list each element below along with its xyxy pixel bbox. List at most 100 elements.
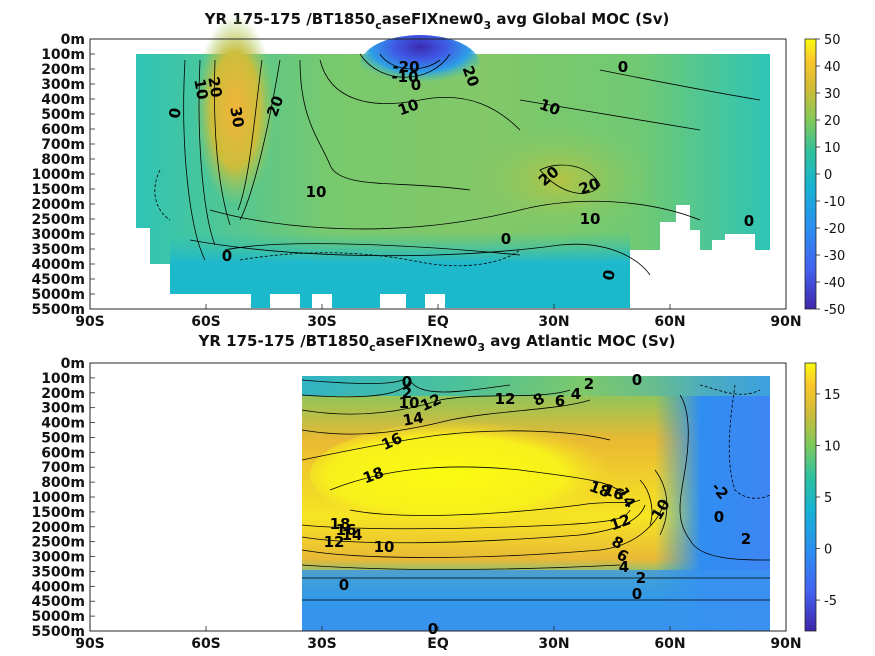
x-tick-label: 60N [654, 314, 685, 330]
global-moc-panel: YR 175-175 /BT1850caseFIXnew03 avg Globa… [31, 10, 845, 330]
contour-label: 0 [402, 373, 412, 391]
contour-label: 30 [226, 105, 247, 129]
y-tick-label: 5500m [31, 302, 85, 318]
y-tick-label: 2500m [31, 535, 85, 551]
contour-label: 4 [619, 558, 629, 576]
contour-label: 10 [399, 394, 420, 412]
global-colorbar: 50 40 30 20 10 0 -10 -20 -30 -40 -50 [804, 33, 845, 318]
colorbar-tick-label: -5 [824, 594, 837, 609]
x-tick-label: EQ [427, 636, 449, 652]
y-tick-label: 3500m [31, 564, 85, 580]
contour-label: 0 [428, 620, 438, 638]
global-y-axis-ticks: 0m100m200m300m400m500m600m700m800m1000m1… [31, 32, 95, 318]
contour-label: 0 [744, 212, 754, 230]
x-tick-label: 90S [75, 636, 105, 652]
atlantic-plot-area: 0 2 10 12 14 16 18 12 8 6 4 2 0 18 16 14… [89, 362, 787, 638]
contour-label: 0 [411, 76, 421, 94]
atlantic-colorbar: 15 10 5 0 -5 [804, 362, 841, 632]
chart-title: YR 175-175 /BT1850caseFIXnew03 avg Atlan… [198, 332, 676, 354]
colorbar-tick-label: -30 [824, 249, 845, 264]
y-tick-label: 800m [41, 152, 85, 168]
y-tick-label: 0m [61, 356, 85, 372]
contour-label: 2 [636, 569, 646, 587]
colorbar-tick-label: 30 [824, 87, 841, 102]
x-tick-label: 90S [75, 314, 105, 330]
atlantic-moc-panel: YR 175-175 /BT1850caseFIXnew03 avg Atlan… [31, 332, 840, 652]
contour-label: 0 [714, 508, 724, 526]
chart-title: YR 175-175 /BT1850caseFIXnew03 avg Globa… [204, 10, 670, 32]
contour-label: 6 [555, 392, 565, 410]
contour-label: 14 [401, 408, 425, 429]
colorbar-tick-label: 5 [824, 491, 832, 506]
y-tick-label: 1500m [31, 182, 85, 198]
contour-label: 4 [571, 385, 581, 403]
x-tick-label: EQ [427, 314, 449, 330]
contour-label: 2 [584, 375, 594, 393]
x-tick-label: 30S [307, 636, 337, 652]
contour-label: 10 [306, 183, 327, 201]
x-tick-label: 60N [654, 636, 685, 652]
global-title: YR 175-175 /BT1850caseFIXnew03 avg Globa… [204, 10, 670, 32]
atlantic-x-axis-ticks: 90S 60S 30S EQ 30N 60N 90N [75, 626, 802, 652]
contour-label: 20 [204, 75, 225, 99]
y-tick-label: 100m [41, 47, 85, 63]
global-x-axis-ticks: 90S 60S 30S EQ 30N 60N 90N [75, 304, 802, 330]
y-tick-label: 2500m [31, 212, 85, 228]
x-tick-label: 30N [538, 636, 569, 652]
y-tick-label: 1000m [31, 490, 85, 506]
global-plot-area: 20 10 30 0 20 -20 -10 0 20 10 10 0 10 20… [89, 15, 787, 310]
y-tick-label: 4000m [31, 257, 85, 273]
y-tick-label: 4000m [31, 579, 85, 595]
contour-label: 10 [374, 538, 395, 556]
contour-label: 0 [165, 106, 185, 119]
y-tick-label: 1000m [31, 167, 85, 183]
colorbar-tick-label: 20 [824, 114, 841, 129]
contour-label: 0 [632, 585, 642, 603]
colorbar-tick-label: 40 [824, 60, 841, 75]
contour-label: 12 [324, 533, 345, 551]
colorbar-tick-label: -20 [824, 222, 845, 237]
y-tick-label: 300m [41, 401, 85, 417]
colorbar-tick-label: 0 [824, 543, 832, 558]
contour-label: 0 [222, 247, 232, 265]
contour-label: 2 [741, 530, 751, 548]
contour-label: 10 [580, 210, 601, 228]
colorbar-tick-label: 10 [824, 439, 841, 454]
global-colorbar-ticks: 50 40 30 20 10 0 -10 -20 -30 -40 -50 [816, 33, 845, 318]
x-tick-label: 90N [770, 314, 801, 330]
y-tick-label: 400m [41, 92, 85, 108]
y-tick-label: 0m [61, 32, 85, 48]
colorbar-tick-label: 15 [824, 388, 841, 403]
atlantic-title: YR 175-175 /BT1850caseFIXnew03 avg Atlan… [198, 332, 676, 354]
colorbar-tick-label: -10 [824, 195, 845, 210]
colorbar-tick-label: -50 [824, 303, 845, 318]
y-tick-label: 4500m [31, 594, 85, 610]
global-contour-lines [154, 53, 761, 276]
atlantic-contour-lines [301, 377, 771, 601]
contour-label: 2 [402, 384, 412, 402]
x-tick-label: 30S [307, 314, 337, 330]
y-tick-label: 600m [41, 445, 85, 461]
y-tick-label: 2000m [31, 197, 85, 213]
contour-label: 0 [599, 268, 619, 281]
contour-label: 12 [495, 390, 516, 408]
contour-label: 0 [501, 230, 511, 248]
y-tick-label: 100m [41, 371, 85, 387]
y-tick-label: 2000m [31, 520, 85, 536]
y-tick-label: 700m [41, 137, 85, 153]
y-tick-label: 5000m [31, 609, 85, 625]
y-tick-label: 3000m [31, 550, 85, 566]
contour-label: 14 [342, 526, 363, 544]
y-tick-label: 200m [41, 62, 85, 78]
colorbar-tick-label: 50 [824, 33, 841, 48]
y-tick-label: 700m [41, 460, 85, 476]
y-tick-label: 5000m [31, 287, 85, 303]
y-tick-label: 800m [41, 475, 85, 491]
contour-label: -10 [391, 68, 418, 86]
x-tick-label: 90N [770, 636, 801, 652]
y-tick-label: 3500m [31, 242, 85, 258]
x-tick-label: 30N [538, 314, 569, 330]
contour-label: 18 [330, 515, 351, 533]
contour-label: 10 [190, 77, 211, 101]
